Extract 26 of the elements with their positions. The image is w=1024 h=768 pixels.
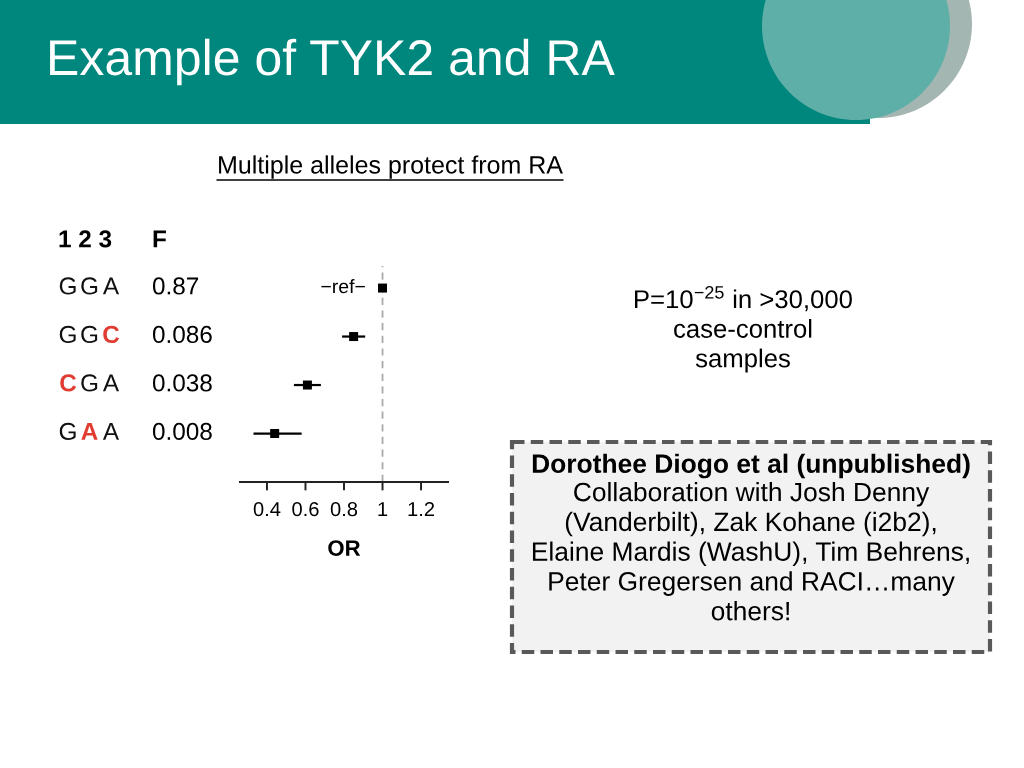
chart-title: Example of TYK2 and RA [50,38,615,86]
y-tick-label: GGC [59,325,120,344]
x-tick-label: 1.2 [408,501,435,517]
chart-subtitle: Multiple alleles protect from RA [219,155,563,179]
point [349,332,359,342]
y-tick-label: GAA [59,422,120,441]
y-tick-label: GGA [59,277,120,295]
text: F [153,230,166,248]
point [270,429,280,439]
text: 0.008 [152,422,212,441]
annotation: −ref− [321,279,365,294]
x-tick-label: 0.4 [253,501,281,517]
x-tick-label: 0.6 [292,501,319,517]
text: 0.038 [152,374,212,392]
text: Dorothee Diogo et al (unpublished) [532,453,970,479]
text: Collaboration with Josh Denny (Vanderbilt), Zak Kohane (i2b2), Elaine Mardis (WashU), Tim Behrens, Peter Gregersen and RACI…many others! [532,482,969,621]
x-tick-label: 0.8 [330,501,358,517]
point [378,283,388,293]
x-axis-title: OR [328,540,361,556]
point [302,380,312,390]
x-tick-label: 1 [378,502,388,517]
y-axis-title: 1 2 3 [59,230,112,248]
text: P=10$^{−25}$ in >30,000 case-control samples [635,286,852,373]
text: 0.086 [152,325,212,344]
y-tick-label: CGA [60,374,120,392]
text: 0.87 [152,277,199,295]
